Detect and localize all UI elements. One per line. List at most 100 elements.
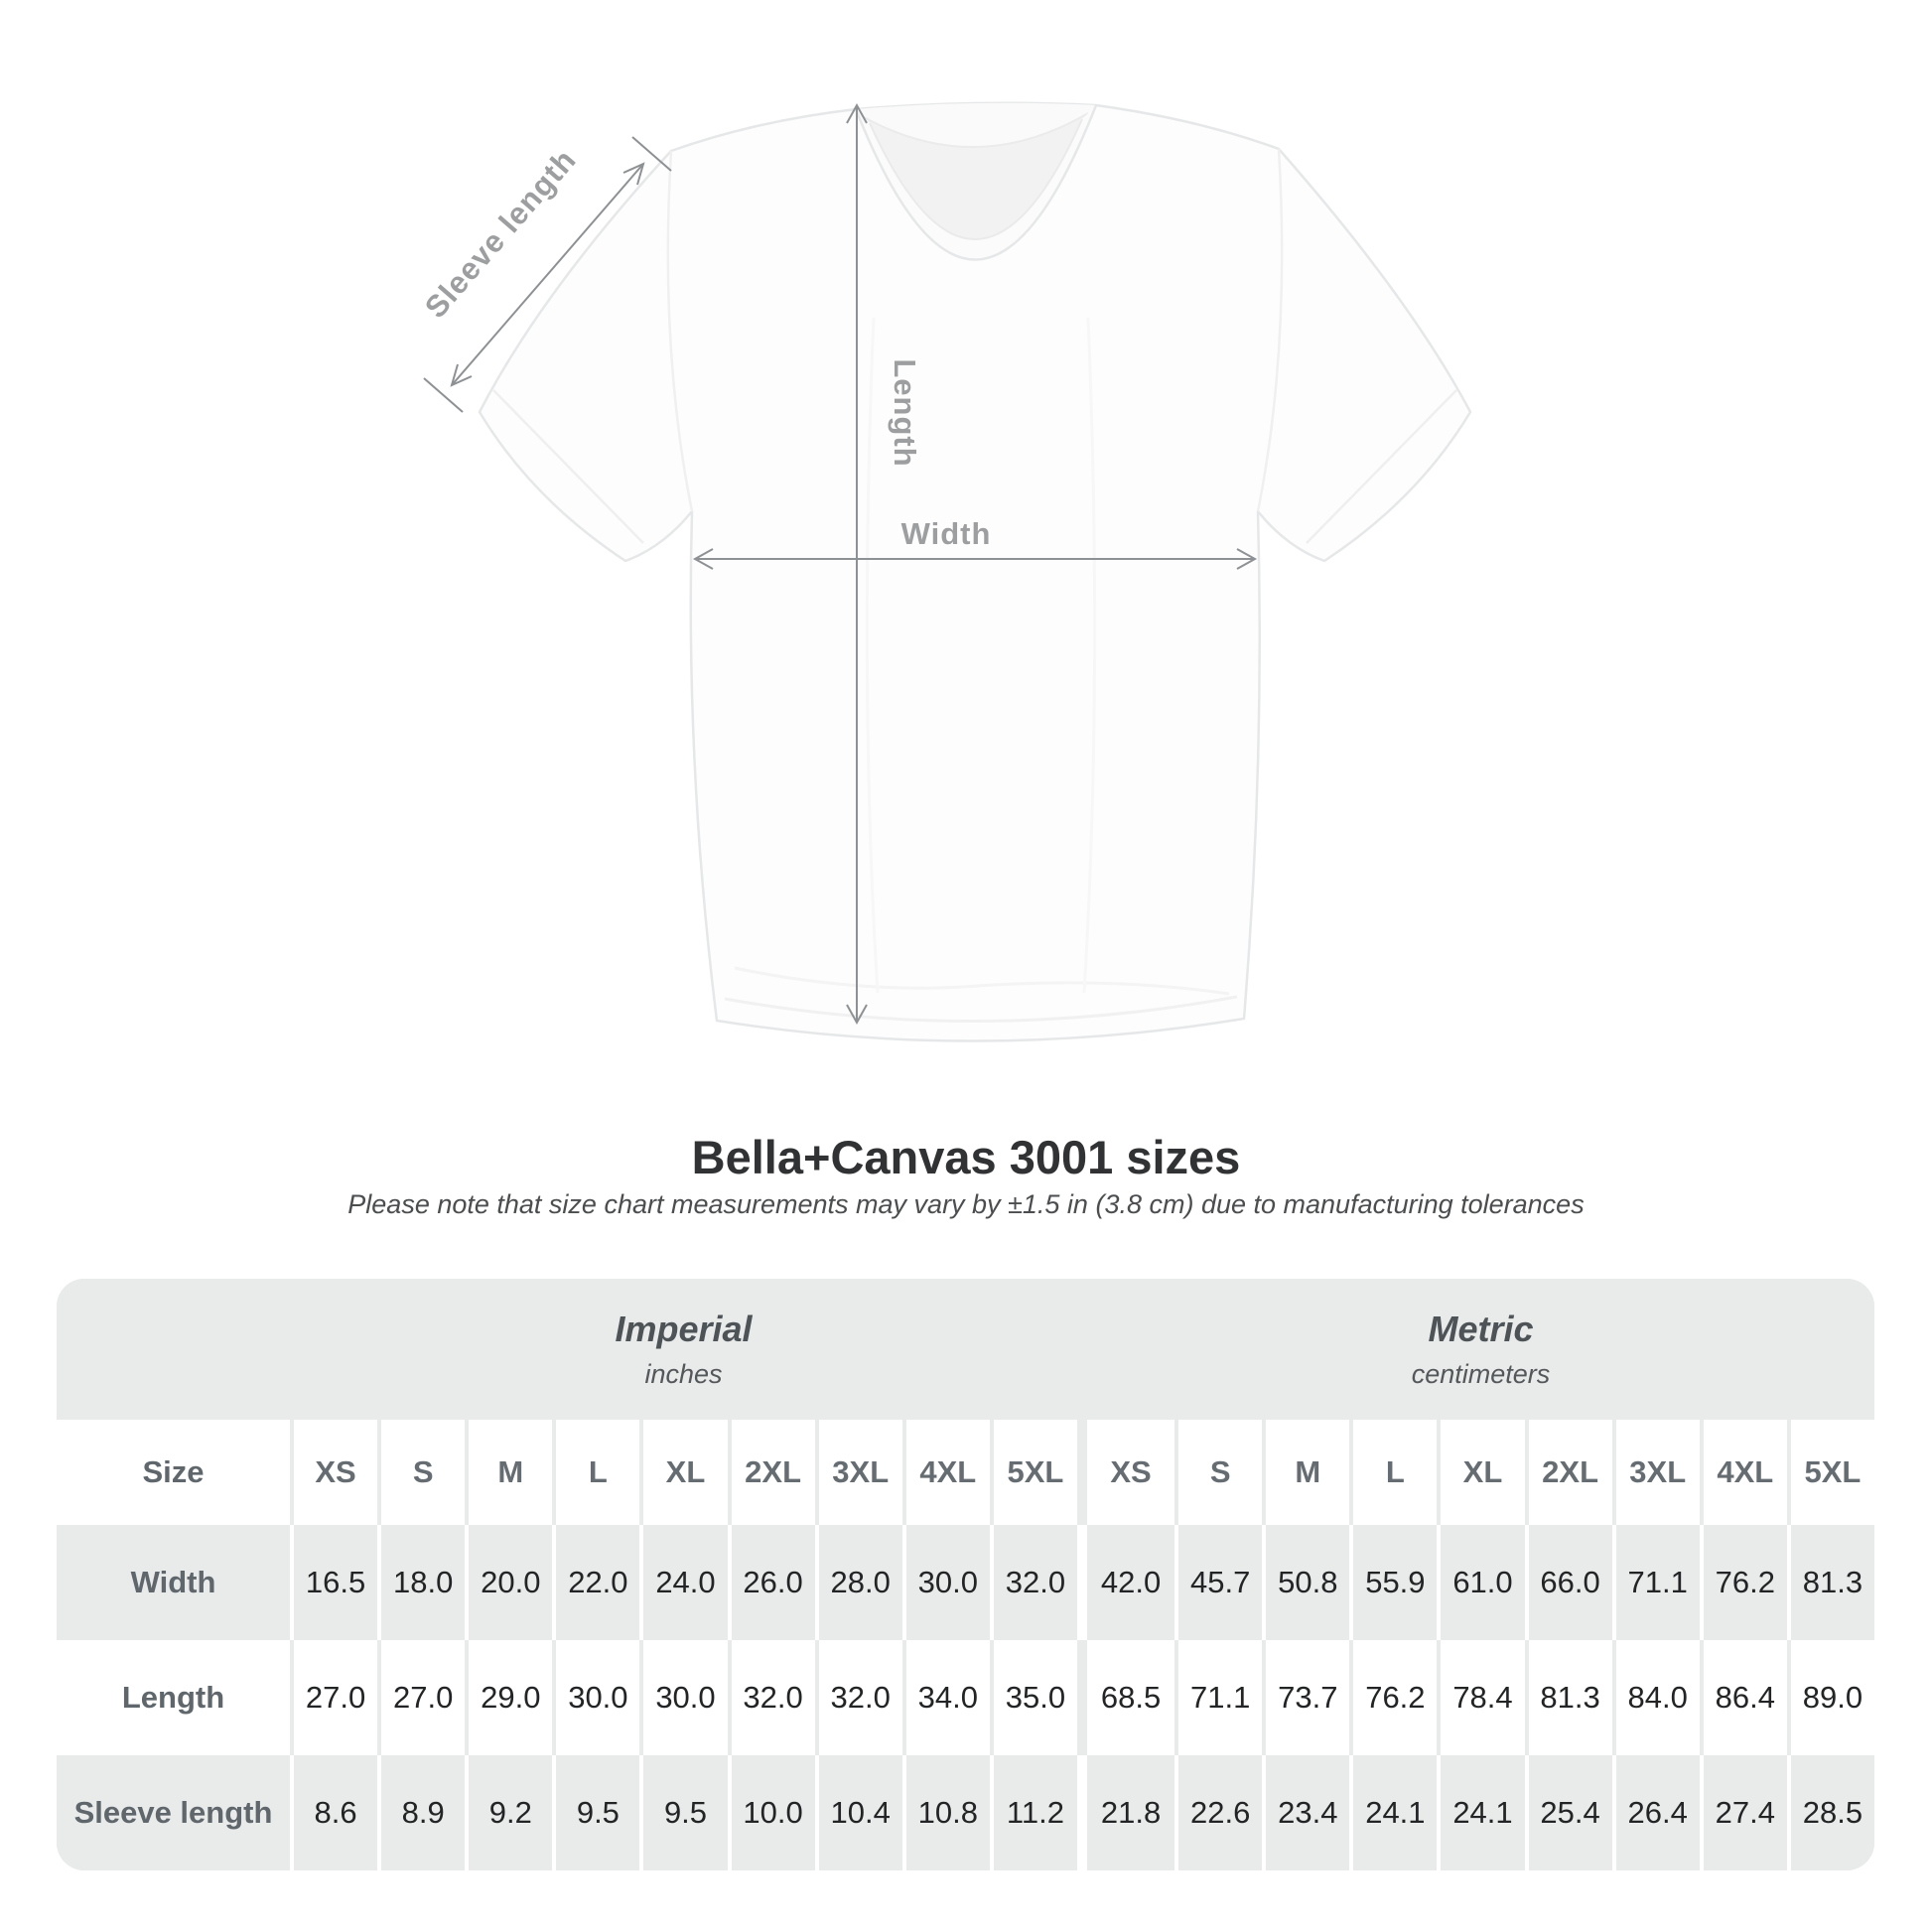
sleeve-imperial-value: 8.6 xyxy=(290,1755,377,1870)
width-imperial-value: 20.0 xyxy=(465,1525,552,1640)
section-gap xyxy=(1077,1420,1087,1525)
length-metric-value: 81.3 xyxy=(1524,1640,1612,1755)
metric-size-header: 4XL xyxy=(1699,1420,1787,1525)
left-armhole-seam xyxy=(666,150,694,512)
imperial-unit: inches xyxy=(644,1359,723,1389)
sleeve-imperial-value: 9.5 xyxy=(552,1755,639,1870)
metric-size-header: S xyxy=(1174,1420,1262,1525)
length-metric-value: 73.7 xyxy=(1262,1640,1349,1755)
metric-section-header: Metric centimeters xyxy=(1087,1279,1874,1420)
body-fold-left xyxy=(865,317,880,994)
width-imperial-value: 28.0 xyxy=(814,1525,902,1640)
metric-size-header: 2XL xyxy=(1524,1420,1612,1525)
length-imperial-value: 27.0 xyxy=(377,1640,465,1755)
sleeve-metric-value: 25.4 xyxy=(1524,1755,1612,1870)
sleeve-imperial-value: 10.4 xyxy=(814,1755,902,1870)
width-metric-value: 76.2 xyxy=(1699,1525,1787,1640)
sleeve-imperial-value: 11.2 xyxy=(989,1755,1077,1870)
metric-size-header: 5XL xyxy=(1786,1420,1874,1525)
length-imperial-value: 29.0 xyxy=(465,1640,552,1755)
size-header-row: Size XS S M L XL 2XL 3XL 4XL 5XL XS S M … xyxy=(57,1420,1874,1525)
metric-size-header: L xyxy=(1349,1420,1437,1525)
imperial-size-header: M xyxy=(465,1420,552,1525)
length-metric-value: 68.5 xyxy=(1100,1680,1162,1715)
imperial-size-header: S xyxy=(377,1420,465,1525)
sleeve-metric-value: 27.4 xyxy=(1699,1755,1787,1870)
right-armhole-seam xyxy=(1256,148,1284,512)
width-metric-value: 50.8 xyxy=(1262,1525,1349,1640)
row-label-sleeve-length: Sleeve length xyxy=(73,1795,273,1830)
width-label: Width xyxy=(901,516,992,551)
right-cuff-fold-line xyxy=(1306,389,1457,544)
sleeve-imperial-value: 10.8 xyxy=(901,1755,990,1870)
length-imperial-value: 32.0 xyxy=(814,1640,902,1755)
length-metric-value: 71.1 xyxy=(1174,1640,1262,1755)
sleeve-imperial-value: 9.5 xyxy=(639,1755,727,1870)
width-imperial-value: 32.0 xyxy=(989,1525,1077,1640)
metric-size-header: XL xyxy=(1437,1420,1524,1525)
sleeve-metric-value: 23.4 xyxy=(1262,1755,1349,1870)
sleeve-metric-value: 22.6 xyxy=(1174,1755,1262,1870)
tolerance-note: Please note that size chart measurements… xyxy=(347,1189,1585,1219)
band-gap xyxy=(1077,1279,1087,1420)
sleeve-metric-value: 26.4 xyxy=(1611,1755,1700,1870)
sleeve-metric-value: 24.1 xyxy=(1349,1755,1437,1870)
length-metric-value: 89.0 xyxy=(1786,1640,1874,1755)
size-column-label: Size xyxy=(142,1454,205,1489)
neck-opening xyxy=(864,113,1088,240)
body-wrinkle-line xyxy=(734,966,1230,996)
length-metric-value: 86.4 xyxy=(1699,1640,1787,1755)
unit-system-band: Imperial inches Metric centimeters xyxy=(57,1279,1874,1420)
collar-front-inner-edge xyxy=(869,118,1083,240)
imperial-size-header: 5XL xyxy=(989,1420,1077,1525)
sleeve-metric-value: 21.8 xyxy=(1100,1795,1162,1830)
length-imperial-value: 30.0 xyxy=(552,1640,639,1755)
width-imperial-value: 16.5 xyxy=(290,1525,377,1640)
table-row-width: Width 16.5 18.0 20.0 22.0 24.0 26.0 28.0… xyxy=(57,1525,1874,1640)
imperial-label: Imperial xyxy=(615,1309,753,1349)
length-metric-value: 78.4 xyxy=(1437,1640,1524,1755)
body-fold-right xyxy=(1082,317,1097,994)
left-cuff-fold-line xyxy=(492,389,644,544)
length-imperial-value: 30.0 xyxy=(639,1640,727,1755)
width-imperial-value: 30.0 xyxy=(901,1525,990,1640)
sleeve-imperial-value: 10.0 xyxy=(727,1755,815,1870)
width-imperial-value: 26.0 xyxy=(727,1525,815,1640)
metric-size-header: 3XL xyxy=(1611,1420,1700,1525)
length-imperial-value: 35.0 xyxy=(989,1640,1077,1755)
row-label-width: Width xyxy=(130,1565,216,1599)
width-metric-value: 55.9 xyxy=(1349,1525,1437,1640)
width-metric-value: 81.3 xyxy=(1786,1525,1874,1640)
imperial-size-header: XS xyxy=(290,1420,377,1525)
collar-front-outer-edge xyxy=(854,104,1098,261)
band-spacer xyxy=(57,1279,290,1420)
table-row-length: Length 27.0 27.0 29.0 30.0 30.0 32.0 32.… xyxy=(57,1640,1874,1755)
length-arrow xyxy=(846,102,868,1026)
width-arrow xyxy=(692,548,1258,570)
metric-size-header: XS xyxy=(1110,1454,1152,1489)
imperial-size-header: L xyxy=(552,1420,639,1525)
section-gap xyxy=(1077,1755,1087,1870)
width-metric-value: 66.0 xyxy=(1524,1525,1612,1640)
length-imperial-value: 27.0 xyxy=(290,1640,377,1755)
sleeve-metric-value: 24.1 xyxy=(1437,1755,1524,1870)
width-metric-value: 71.1 xyxy=(1611,1525,1700,1640)
tshirt-measurement-diagram: Length Width Sleeve length xyxy=(418,101,1472,1042)
imperial-section-header: Imperial inches xyxy=(290,1279,1077,1420)
width-metric-value: 61.0 xyxy=(1437,1525,1524,1640)
sleeve-metric-value: 28.5 xyxy=(1786,1755,1874,1870)
imperial-size-header: 4XL xyxy=(901,1420,990,1525)
collar-back-fold-line xyxy=(863,112,1089,148)
sleeve-length-arrow xyxy=(423,136,672,413)
metric-size-header: M xyxy=(1262,1420,1349,1525)
size-table: Imperial inches Metric centimeters Size … xyxy=(57,1279,1874,1870)
length-label: Length xyxy=(888,358,922,467)
length-metric-value: 76.2 xyxy=(1349,1640,1437,1755)
sleeve-imperial-value: 9.2 xyxy=(465,1755,552,1870)
imperial-size-header: XL xyxy=(639,1420,727,1525)
length-imperial-value: 34.0 xyxy=(901,1640,990,1755)
table-row-sleeve-length: Sleeve length 8.6 8.9 9.2 9.5 9.5 10.0 1… xyxy=(57,1755,1874,1870)
row-label-length: Length xyxy=(121,1680,225,1715)
imperial-size-header: 3XL xyxy=(814,1420,902,1525)
length-metric-value: 84.0 xyxy=(1611,1640,1700,1755)
